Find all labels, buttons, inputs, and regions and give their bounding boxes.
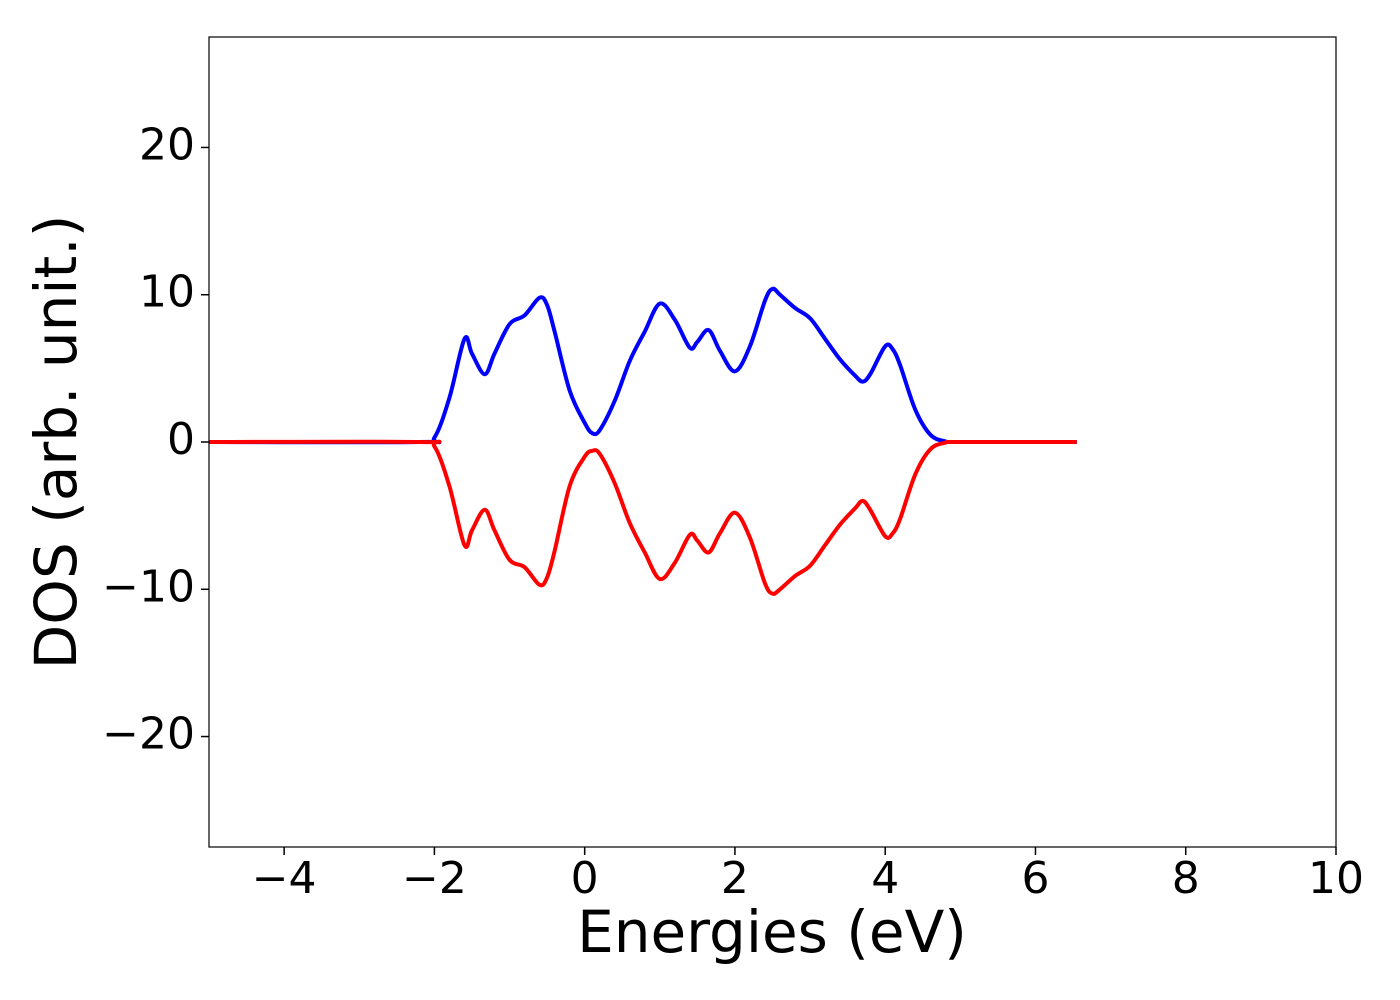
- y-tick-label: −20: [102, 709, 195, 760]
- line-series: [208, 439, 1077, 596]
- y-tick-label: 20: [139, 119, 195, 170]
- x-tick-label: 0: [571, 853, 599, 904]
- x-tick-label: −4: [252, 853, 317, 904]
- x-tick-label: −2: [402, 853, 467, 904]
- x-tick-label: 4: [871, 853, 899, 904]
- y-tick-label: 0: [167, 414, 195, 465]
- y-axis-label: DOS (arb. unit.): [22, 215, 90, 670]
- line-series: [208, 286, 1077, 445]
- y-tick-label: −10: [102, 561, 195, 612]
- x-tick-label: 2: [721, 853, 749, 904]
- y-tick-label: 10: [139, 267, 195, 318]
- plot-frame: [208, 36, 1337, 848]
- x-tick-label: 8: [1172, 853, 1200, 904]
- x-tick-label: 6: [1021, 853, 1049, 904]
- x-axis-label: Energies (eV): [577, 898, 967, 966]
- x-tick-label: 10: [1308, 853, 1364, 904]
